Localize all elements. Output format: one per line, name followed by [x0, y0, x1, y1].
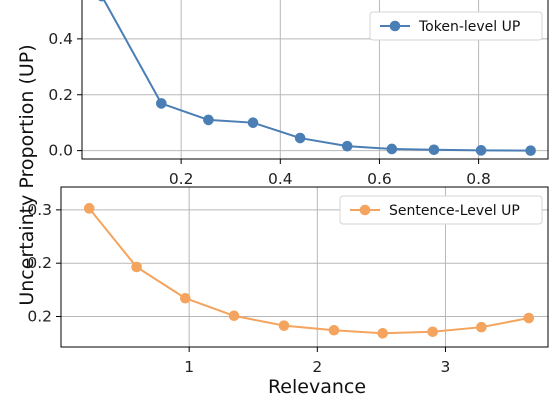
- data-point-1-8: [428, 144, 440, 156]
- data-point-2-9: [476, 321, 487, 333]
- x-axis-label: Relevance: [268, 376, 366, 398]
- data-point-2-1: [83, 203, 95, 214]
- data-point-2-8: [427, 326, 438, 338]
- chart-panel-2: 1 2 3 0.2 0.2 0.3 Sentence-Level UP: [27, 186, 549, 376]
- data-point-1-4: [247, 117, 259, 128]
- data-point-1-5: [294, 132, 306, 144]
- series-line-2-1: [88, 207, 530, 335]
- data-point-2-2: [131, 261, 142, 273]
- data-point-2-10: [523, 312, 535, 324]
- y-tick-label-2: 0.2: [48, 86, 73, 104]
- legend-box-2: [339, 195, 543, 225]
- x-tick-label-1: 0.2: [169, 170, 194, 188]
- data-point-2-6: [328, 324, 340, 336]
- data-point-1-7: [386, 143, 398, 155]
- data-point-1-10: [525, 145, 536, 156]
- x-tick-label-3: 0.6: [367, 170, 392, 188]
- data-point-1-6: [341, 140, 353, 152]
- chart-panel-1: 0.2 0.4 0.6 0.8 0.0 0.2 0.4 Token-level UP: [48, 0, 549, 188]
- y-tick-label-1: 0.0: [48, 142, 73, 160]
- data-point-2-7: [377, 327, 388, 339]
- legend-label-2: Sentence-Level UP: [389, 203, 520, 219]
- x-tick-label-1: 1: [184, 358, 194, 376]
- plot-frame: [60, 186, 549, 348]
- x-tick-label-4: 0.8: [466, 170, 491, 188]
- legend-box-1: [369, 11, 543, 41]
- legend-label-1: Token-level UP: [418, 19, 520, 35]
- x-tick-label-2: 2: [312, 358, 322, 376]
- data-point-2-4: [228, 310, 240, 322]
- plot-frame: [81, 0, 549, 160]
- x-tick-label-3: 3: [441, 358, 451, 376]
- x-tick-label-2: 0.4: [268, 170, 293, 188]
- data-point-1-3: [203, 114, 214, 126]
- data-point-2-5: [278, 320, 290, 331]
- legend-marker-1: [389, 20, 401, 32]
- data-point-1-2: [156, 98, 167, 109]
- data-point-1-1: [98, 0, 106, 2]
- legend-marker-2: [359, 204, 371, 216]
- data-point-2-3: [180, 292, 191, 304]
- series-line-1-1: [102, 0, 532, 152]
- y-axis-label: Uncertainty Proportion (UP): [16, 44, 38, 305]
- y-tick-label-2: 0.2: [27, 254, 52, 272]
- y-tick-label-3: 0.3: [27, 201, 52, 219]
- data-point-1-9: [475, 145, 487, 156]
- y-tick-label-3: 0.4: [48, 30, 73, 48]
- y-tick-label-1: 0.2: [27, 308, 52, 326]
